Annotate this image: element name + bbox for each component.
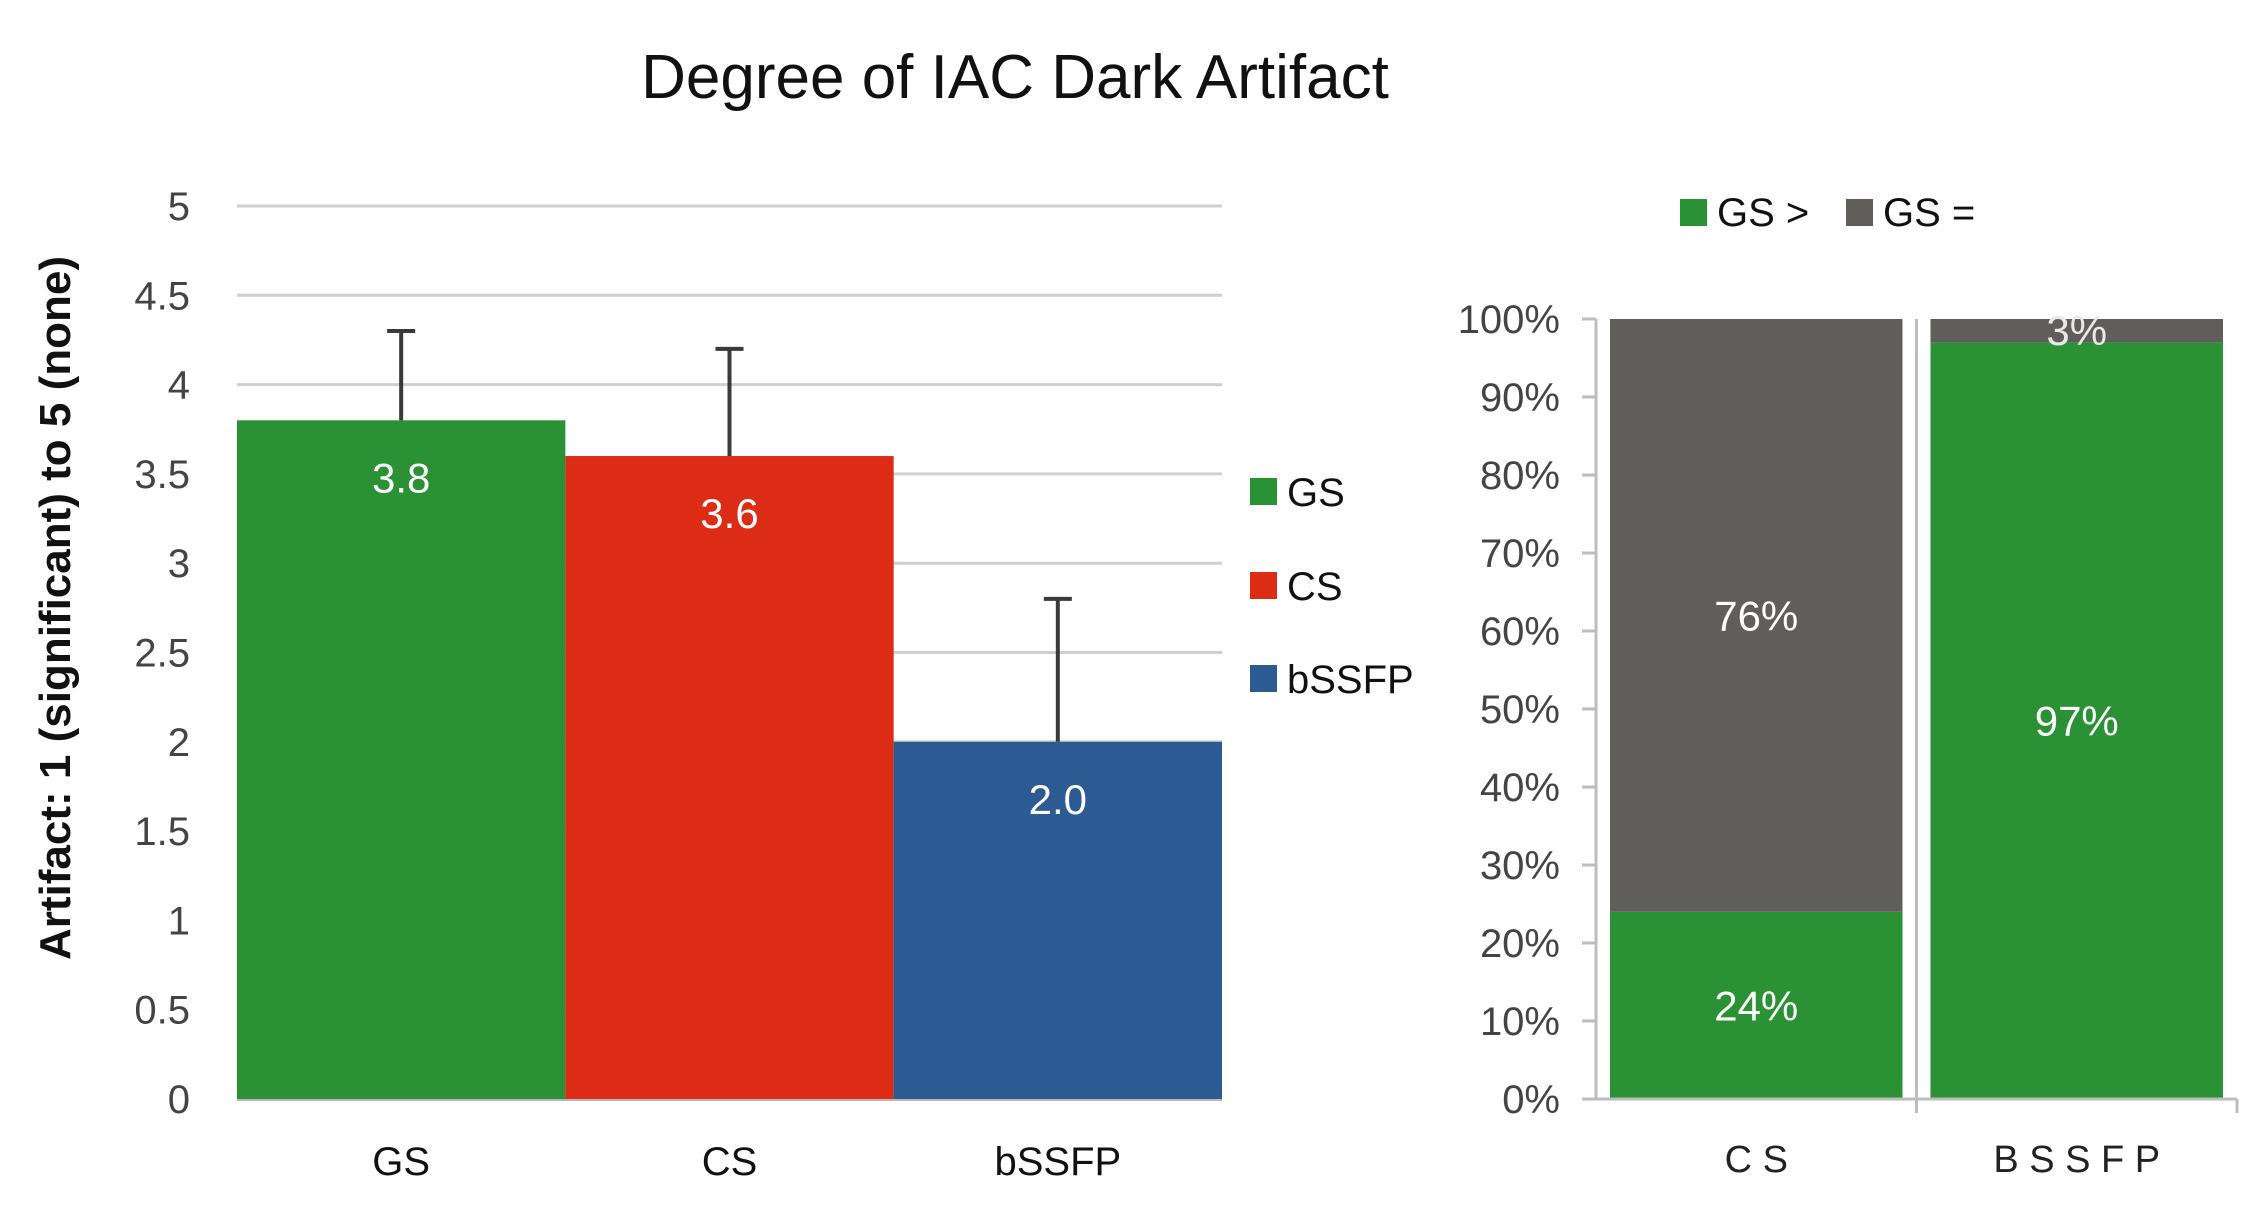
y-tick-label: 5 xyxy=(168,185,190,229)
legend-label: GS = xyxy=(1883,191,1975,235)
bar-bssfp xyxy=(893,741,1222,1099)
y-tick-label: 60% xyxy=(1480,610,1560,654)
segment-label: 24% xyxy=(1714,982,1798,1029)
left-y-ticks: 0 0.5 1 1.5 2 2.5 3 3.5 4 4.5 5 xyxy=(134,185,190,1122)
x-tick-label: bSSFP xyxy=(994,1140,1121,1184)
legend-swatch xyxy=(1250,665,1277,692)
y-tick-label: 100% xyxy=(1458,298,1560,342)
value-label: 3.6 xyxy=(700,490,758,537)
y-tick-label: 2 xyxy=(168,721,190,765)
x-tick-label: CS xyxy=(702,1140,758,1184)
left-bars xyxy=(237,420,1222,1099)
legend-swatch xyxy=(1250,478,1277,505)
legend-label: GS xyxy=(1287,471,1345,515)
legend-label: GS > xyxy=(1717,191,1809,235)
y-tick-label: 1.5 xyxy=(134,810,190,854)
stacked-segment xyxy=(1610,319,1903,912)
right-stacked-chart: GS > GS = 0% 10% 20% 30% 40% 50% 60% 70% 80% 90% 10… xyxy=(1458,191,2239,1181)
left-value-labels: 3.8 3.6 2.0 xyxy=(372,454,1087,822)
y-tick-label: 0% xyxy=(1502,1078,1560,1122)
legend-swatch xyxy=(1250,572,1277,599)
left-bar-chart: Degree of IAC Dark Artifact Artifact: 1 … xyxy=(31,43,1414,1184)
y-tick-label: 30% xyxy=(1480,844,1560,888)
y-tick-label: 0.5 xyxy=(134,989,190,1033)
right-y-ticks: 0% 10% 20% 30% 40% 50% 60% 70% 80% 90% 100% xyxy=(1458,298,1596,1122)
y-tick-label: 80% xyxy=(1480,454,1560,498)
segment-label: 76% xyxy=(1714,592,1798,639)
y-tick-label: 3.5 xyxy=(134,453,190,497)
y-tick-label: 40% xyxy=(1480,766,1560,810)
right-axes xyxy=(1594,319,2239,1113)
y-tick-label: 90% xyxy=(1480,376,1560,420)
y-tick-label: 3 xyxy=(168,542,190,586)
chart-title: Degree of IAC Dark Artifact xyxy=(641,43,1389,112)
y-tick-label: 70% xyxy=(1480,532,1560,576)
y-axis-label: Artifact: 1 (significant) to 5 (none) xyxy=(31,256,80,960)
y-tick-label: 50% xyxy=(1480,688,1560,732)
x-tick-label: B S S F P xyxy=(1993,1139,2160,1181)
y-tick-label: 4 xyxy=(168,364,190,408)
right-bars xyxy=(1610,319,2223,1099)
y-tick-label: 1 xyxy=(168,899,190,943)
y-tick-label: 20% xyxy=(1480,922,1560,966)
stacked-segment xyxy=(1610,911,1903,1099)
left-error-bars xyxy=(387,329,1072,742)
y-tick-label: 4.5 xyxy=(134,274,190,318)
x-tick-label: C S xyxy=(1725,1139,1788,1181)
legend-label: bSSFP xyxy=(1287,658,1414,702)
segment-label: 97% xyxy=(2035,698,2119,745)
stacked-segment xyxy=(1930,342,2223,1099)
legend-swatch xyxy=(1846,199,1873,226)
bar-cs xyxy=(565,456,894,1099)
left-x-ticks: GS CS bSSFP xyxy=(372,1140,1121,1184)
bar-gs xyxy=(237,420,566,1099)
x-tick-label: GS xyxy=(372,1140,430,1184)
value-label: 3.8 xyxy=(372,454,430,501)
y-tick-label: 0 xyxy=(168,1078,190,1122)
y-tick-label: 10% xyxy=(1480,1000,1560,1044)
value-label: 2.0 xyxy=(1029,776,1087,823)
left-legend: GS CS bSSFP xyxy=(1250,471,1414,702)
legend-swatch xyxy=(1680,199,1707,226)
legend-label: CS xyxy=(1287,565,1343,609)
stacked-segment xyxy=(1930,319,2223,343)
right-value-labels: 24% 76% 97% 3% xyxy=(1714,307,2119,1029)
right-legend: GS > GS = xyxy=(1680,191,1975,235)
y-tick-label: 2.5 xyxy=(134,632,190,676)
segment-label: 3% xyxy=(2046,307,2107,354)
